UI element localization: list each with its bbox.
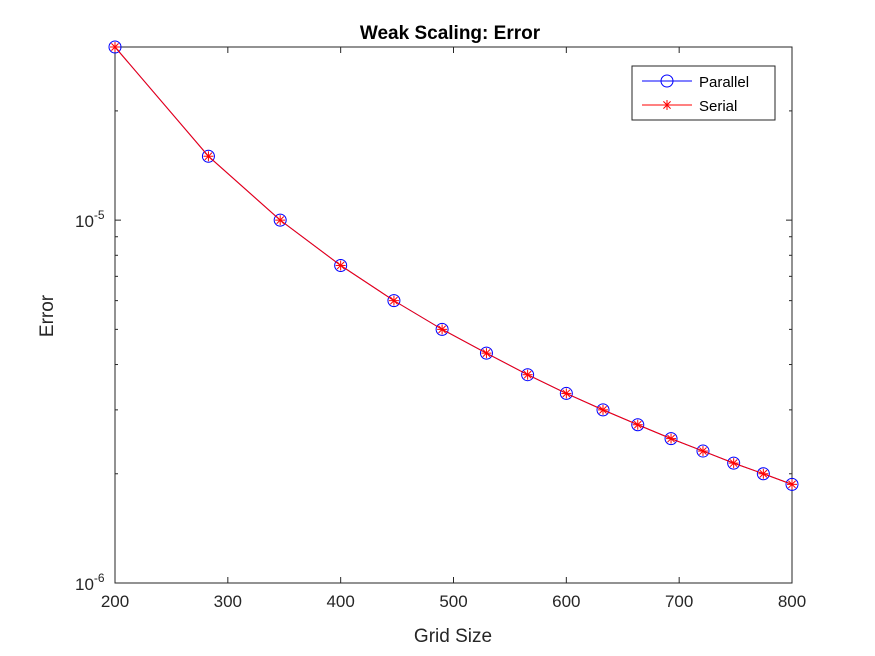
data-point-serial: [787, 479, 797, 490]
data-point-parallel: [596, 403, 610, 417]
data-point-parallel: [387, 294, 401, 308]
data-point-serial: [697, 446, 708, 457]
x-tick-label: 300: [214, 592, 242, 611]
data-point-parallel: [756, 467, 770, 481]
x-tick-label: 400: [326, 592, 354, 611]
x-tick-label: 800: [778, 592, 806, 611]
x-axis-label: Grid Size: [414, 626, 492, 647]
chart-title: Weak Scaling: Error: [360, 23, 541, 44]
data-point-serial: [335, 260, 346, 271]
legend-box: [631, 65, 776, 121]
legend-label: Serial: [699, 98, 737, 115]
x-tick-label: 200: [101, 592, 129, 611]
data-point-parallel: [631, 418, 645, 432]
data-point-serial: [203, 151, 214, 162]
legend-marker: [660, 74, 674, 88]
data-point-parallel: [435, 322, 449, 336]
legend-marker: [662, 100, 672, 110]
data-point-parallel: [108, 40, 122, 54]
y-axis-label: Error: [37, 294, 58, 337]
y-tick-exponent: -5: [94, 208, 105, 222]
data-point-serial: [561, 388, 572, 399]
data-point-serial: [632, 419, 643, 430]
data-point-parallel: [785, 477, 799, 491]
data-point-serial: [728, 458, 739, 469]
series-line-serial: [114, 46, 793, 485]
x-tick-label: 700: [665, 592, 693, 611]
data-point-parallel: [696, 444, 710, 458]
data-point-parallel: [479, 346, 493, 360]
data-point-parallel: [334, 258, 348, 272]
data-point-parallel: [201, 149, 215, 163]
data-point-parallel: [273, 213, 287, 227]
data-point-serial: [110, 42, 120, 52]
y-tick-label: 10-5: [75, 208, 105, 231]
data-point-serial: [522, 369, 533, 380]
data-point-serial: [758, 468, 769, 479]
x-tick-label: 500: [439, 592, 467, 611]
data-point-serial: [275, 215, 286, 226]
x-tick-label: 600: [552, 592, 580, 611]
data-point-serial: [598, 404, 609, 415]
data-point-parallel: [521, 368, 535, 382]
legend-label: Parallel: [699, 74, 749, 91]
data-point-parallel: [559, 386, 573, 400]
y-tick-base: 10: [75, 575, 94, 594]
data-point-parallel: [727, 456, 741, 470]
y-tick-exponent: -6: [94, 571, 105, 585]
series-serial: [110, 42, 797, 490]
data-point-parallel: [664, 432, 678, 446]
data-point-serial: [666, 433, 677, 444]
legend: Parallel Serial: [631, 65, 776, 121]
data-point-serial: [481, 348, 492, 359]
data-point-serial: [388, 295, 399, 306]
y-tick-label: 10-6: [75, 571, 105, 594]
y-tick-base: 10: [75, 212, 94, 231]
data-point-serial: [437, 324, 448, 335]
